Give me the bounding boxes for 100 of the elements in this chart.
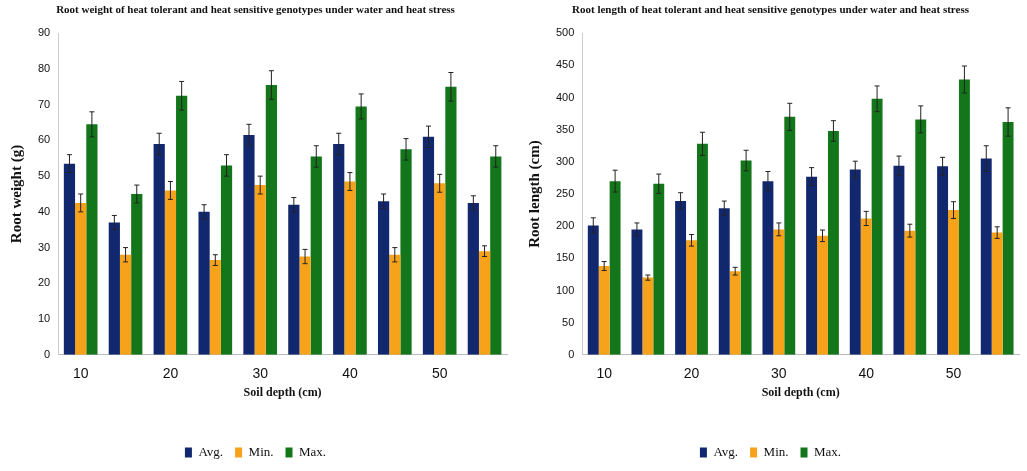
y-tick-label: 300 <box>555 154 575 167</box>
y-tick-label: 450 <box>555 58 575 71</box>
bar <box>784 116 796 355</box>
bar <box>718 208 730 355</box>
chart-title: Root weight of heat tolerant and heat sensitive genotypes under water and heat stress <box>56 3 456 16</box>
bar <box>773 229 785 355</box>
y-tick-label: 150 <box>555 251 575 264</box>
y-tick-label: 400 <box>555 90 575 103</box>
bar <box>980 158 992 355</box>
x-tick-label: 50 <box>431 365 448 382</box>
y-tick-label: 80 <box>37 61 51 74</box>
bar <box>119 254 132 355</box>
bar <box>467 202 479 355</box>
x-tick-label: 20 <box>683 365 700 382</box>
bar <box>675 201 687 355</box>
bar <box>609 181 621 355</box>
x-tick-label: 40 <box>858 365 875 382</box>
bar <box>75 202 87 355</box>
bar <box>762 181 774 355</box>
bar <box>631 229 643 355</box>
y-tick-label: 0 <box>44 347 51 360</box>
bar <box>164 190 177 355</box>
legend-label: Max. <box>299 443 327 459</box>
bar <box>355 106 367 355</box>
legend-label: Avg. <box>198 443 224 459</box>
bar <box>153 143 165 355</box>
bar <box>937 166 949 355</box>
bar <box>642 277 654 355</box>
y-tick-label: 500 <box>555 26 575 39</box>
y-tick-label: 70 <box>37 97 51 110</box>
bar <box>445 86 457 355</box>
y-axis-title: Root length (cm) <box>525 140 543 248</box>
bar <box>817 235 828 355</box>
legend-label: Min. <box>248 443 274 459</box>
legend-label: Avg. <box>713 443 739 459</box>
bar <box>587 225 599 355</box>
bar <box>209 260 221 355</box>
bar <box>176 95 188 355</box>
y-tick-label: 350 <box>555 122 575 135</box>
bar <box>490 156 502 355</box>
bar <box>220 165 233 355</box>
bar <box>333 143 345 355</box>
y-tick-label: 50 <box>37 169 51 182</box>
y-tick-label: 20 <box>37 276 51 289</box>
bar <box>948 210 959 355</box>
bar <box>860 218 872 355</box>
y-tick-label: 40 <box>37 204 51 217</box>
x-tick-label: 40 <box>342 365 358 382</box>
x-tick-label: 10 <box>72 365 89 382</box>
x-axis-title: Soil depth (cm) <box>243 384 322 399</box>
bar <box>598 266 610 355</box>
bar <box>344 181 356 355</box>
bar <box>991 232 1003 355</box>
bar <box>86 124 98 355</box>
y-tick-label: 200 <box>555 219 575 232</box>
bar <box>265 85 278 355</box>
legend-label: Min. <box>763 443 789 459</box>
bar <box>729 271 741 355</box>
bar <box>243 135 255 355</box>
bar <box>254 185 266 355</box>
bar <box>288 204 300 355</box>
bar <box>871 98 883 355</box>
bar <box>915 119 927 355</box>
bar <box>389 254 401 355</box>
x-tick-label: 10 <box>596 365 613 382</box>
bar <box>893 165 905 355</box>
y-tick-label: 60 <box>37 133 51 146</box>
y-tick-label: 10 <box>37 312 51 325</box>
legend-label: Max. <box>814 443 842 459</box>
x-axis-title: Soil depth (cm) <box>761 384 840 399</box>
bar <box>400 149 412 355</box>
chart-title: Root length of heat tolerant and heat sensitive genotypes under water and heat stress <box>572 3 970 16</box>
y-tick-label: 30 <box>37 240 51 253</box>
x-tick-label: 20 <box>162 365 179 382</box>
bar <box>806 176 818 355</box>
bar <box>849 169 861 355</box>
y-tick-label: 0 <box>568 347 575 360</box>
y-tick-label: 50 <box>562 315 575 328</box>
bar <box>904 230 916 355</box>
bar <box>310 156 322 355</box>
y-tick-label: 250 <box>555 187 575 200</box>
bar <box>686 240 697 355</box>
bar <box>653 183 665 355</box>
y-axis-title: Root weight (g) <box>7 144 25 244</box>
bar <box>131 194 143 355</box>
bar <box>740 160 752 355</box>
bar <box>478 251 491 355</box>
bar <box>1002 121 1014 355</box>
x-tick-label: 30 <box>771 365 787 382</box>
bar <box>63 163 76 355</box>
bar <box>108 222 120 355</box>
bar <box>198 211 210 355</box>
y-tick-label: 100 <box>555 283 575 296</box>
x-tick-label: 30 <box>252 365 269 382</box>
y-tick-label: 90 <box>37 26 51 39</box>
bar <box>696 143 708 355</box>
bar <box>299 256 311 355</box>
bar <box>827 130 839 355</box>
x-tick-label: 50 <box>945 365 962 382</box>
bar <box>377 201 390 355</box>
